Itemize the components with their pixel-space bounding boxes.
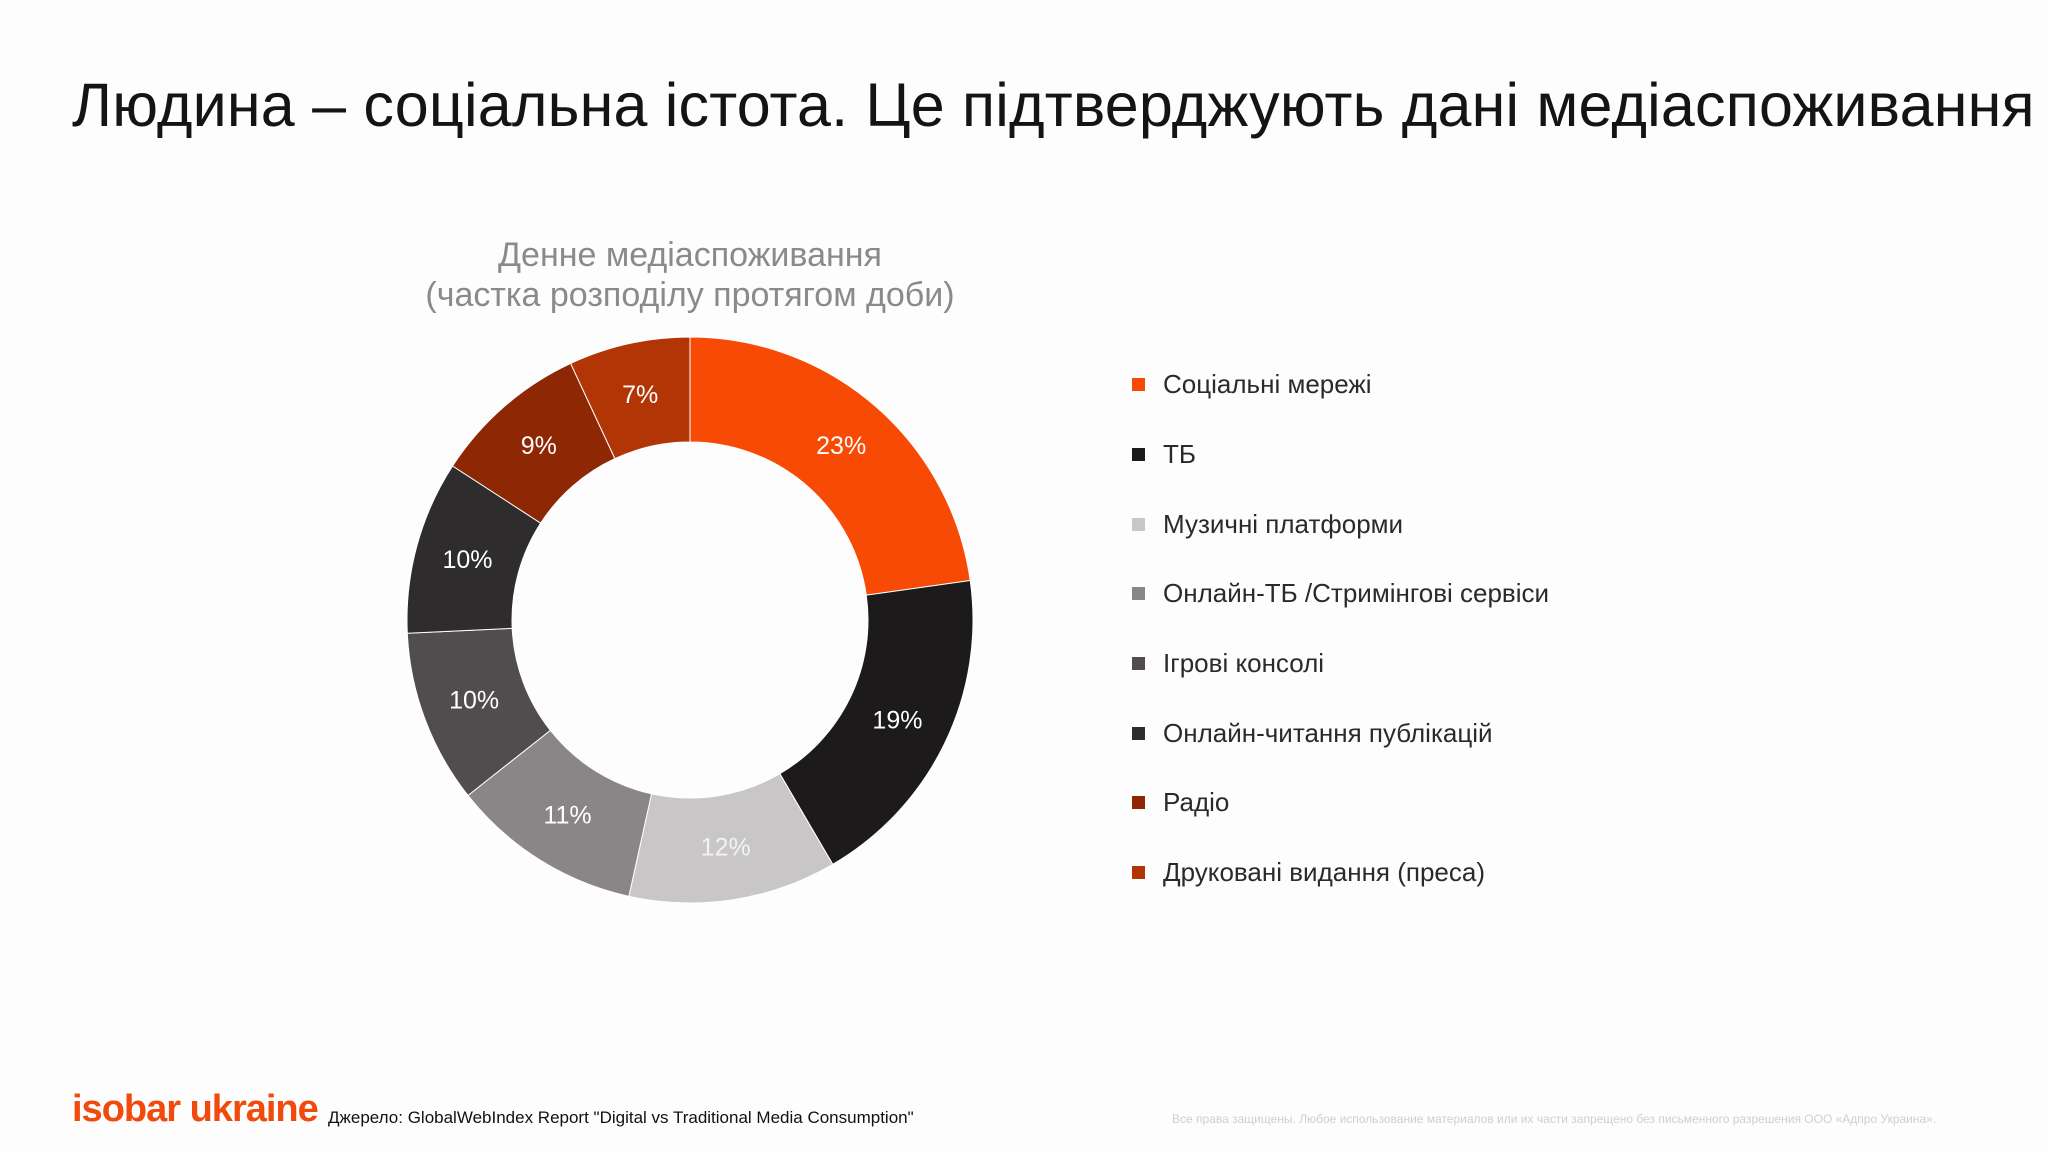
legend-item: Онлайн-ТБ /Стримінгові сервіси	[1132, 559, 1549, 629]
chart-subtitle: (частка розподілу протягом доби)	[425, 276, 955, 314]
donut-slice-2	[779, 579, 974, 866]
slice-value-label: 9%	[521, 432, 557, 460]
legend-label: ТБ	[1163, 439, 1196, 470]
legend-item: Онлайн-читання публікацій	[1132, 698, 1549, 768]
chart-legend: Соціальні мережі ТБ Музичні платформи Онлай…	[1132, 350, 1549, 908]
legend-swatch	[1132, 587, 1145, 601]
legend-swatch	[1132, 866, 1145, 880]
slice-value-label: 7%	[622, 381, 658, 409]
legend-item: Радіо	[1132, 768, 1549, 838]
donut-chart: 23% 19% 12% 11% 10% 10% 9% 7%	[406, 336, 974, 904]
legend-item: Друковані видання (преса)	[1132, 838, 1549, 908]
slice-value-label: 12%	[701, 834, 751, 862]
legend-label: Онлайн-ТБ /Стримінгові сервіси	[1163, 578, 1550, 609]
isobar-logo: isobar ukraine	[72, 1088, 319, 1130]
legend-label: Музичні платформи	[1163, 508, 1404, 539]
legend-swatch	[1132, 517, 1145, 531]
legend-item: Музичні платформи	[1132, 489, 1549, 559]
legend-label: Друковані видання (преса)	[1163, 857, 1486, 888]
legend-swatch	[1132, 796, 1145, 810]
legend-item: ТБ	[1132, 420, 1549, 490]
source-note: Джерело: GlobalWebIndex Report "Digital …	[328, 1108, 914, 1127]
legend-label: Ігрові консолі	[1163, 648, 1325, 679]
chart-title-line1: Денне медіаспоживання	[498, 236, 882, 274]
legend-item: Ігрові консолі	[1132, 629, 1549, 699]
legend-swatch	[1132, 726, 1145, 740]
legend-swatch	[1132, 448, 1145, 462]
slice-value-label: 11%	[543, 801, 591, 829]
legend-label: Онлайн-читання публікацій	[1163, 717, 1493, 748]
slice-value-label: 10%	[442, 546, 492, 574]
legend-item: Соціальні мережі	[1132, 350, 1549, 420]
slice-value-label: 19%	[872, 706, 922, 734]
donut-slice-8	[569, 336, 691, 460]
slide-title: Людина – соціальна істота. Це підтверджу…	[72, 71, 2035, 139]
copyright-note: Все права защищены. Любое использование …	[1172, 1112, 1937, 1126]
legend-label: Радіо	[1163, 787, 1230, 818]
slice-value-label: 10%	[449, 687, 499, 715]
legend-label: Соціальні мережі	[1163, 369, 1372, 400]
chart-title: Денне медіаспоживання (частка розподілу …	[400, 235, 980, 315]
donut-slice-1	[689, 336, 971, 596]
legend-swatch	[1132, 378, 1145, 392]
slice-value-label: 23%	[816, 432, 866, 460]
legend-swatch	[1132, 657, 1145, 671]
